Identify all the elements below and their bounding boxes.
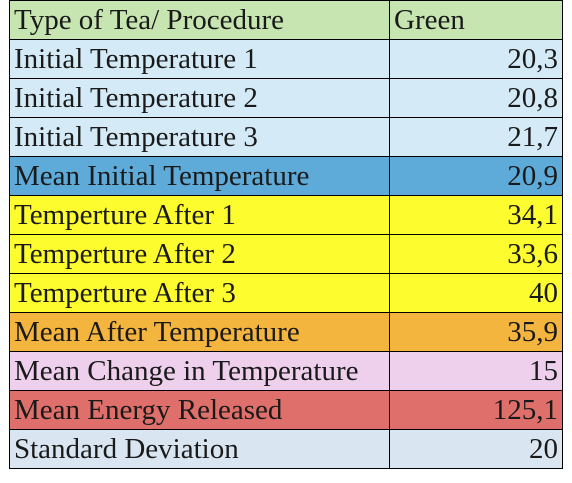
- table-row: Initial Temperature 2 20,8: [9, 78, 563, 118]
- row-label-cell[interactable]: Mean After Temperature: [9, 312, 390, 352]
- row-label-cell[interactable]: Mean Energy Released: [9, 390, 390, 430]
- row-label-cell[interactable]: Initial Temperature 2: [9, 78, 390, 118]
- row-label-cell[interactable]: Standard Deviation: [9, 429, 390, 469]
- row-value-cell[interactable]: 34,1: [389, 195, 563, 235]
- table-row: Temperture After 1 34,1: [9, 195, 563, 235]
- row-value-cell[interactable]: 33,6: [389, 234, 563, 274]
- row-value-cell[interactable]: 20,9: [389, 156, 563, 196]
- table-row: Initial Temperature 1 20,3: [9, 39, 563, 79]
- table-row: Mean Energy Released 125,1: [9, 390, 563, 430]
- row-value-cell[interactable]: 20: [389, 429, 563, 469]
- row-label-cell[interactable]: Mean Initial Temperature: [9, 156, 390, 196]
- table-row: Mean Initial Temperature 20,9: [9, 156, 563, 196]
- header-label-cell[interactable]: Type of Tea/ Procedure: [9, 0, 390, 40]
- row-value-cell[interactable]: 35,9: [389, 312, 563, 352]
- table-row: Standard Deviation 20: [9, 429, 563, 469]
- row-label-cell[interactable]: Initial Temperature 3: [9, 117, 390, 157]
- row-label-cell[interactable]: Temperture After 1: [9, 195, 390, 235]
- table-row: Temperture After 2 33,6: [9, 234, 563, 274]
- row-label-cell[interactable]: Temperture After 3: [9, 273, 390, 313]
- row-label-cell[interactable]: Temperture After 2: [9, 234, 390, 274]
- data-table: Type of Tea/ Procedure Green Initial Tem…: [9, 0, 563, 469]
- row-label-cell[interactable]: Mean Change in Temperature: [9, 351, 390, 391]
- row-value-cell[interactable]: 15: [389, 351, 563, 391]
- table-row: Temperture After 3 40: [9, 273, 563, 313]
- row-value-cell[interactable]: 125,1: [389, 390, 563, 430]
- row-value-cell[interactable]: 20,3: [389, 39, 563, 79]
- table-row: Mean After Temperature 35,9: [9, 312, 563, 352]
- row-value-cell[interactable]: 20,8: [389, 78, 563, 118]
- table-row: Initial Temperature 3 21,7: [9, 117, 563, 157]
- header-row: Type of Tea/ Procedure Green: [9, 0, 563, 40]
- row-label-cell[interactable]: Initial Temperature 1: [9, 39, 390, 79]
- row-value-cell[interactable]: 40: [389, 273, 563, 313]
- row-value-cell[interactable]: 21,7: [389, 117, 563, 157]
- table-row: Mean Change in Temperature 15: [9, 351, 563, 391]
- header-value-cell[interactable]: Green: [389, 0, 563, 40]
